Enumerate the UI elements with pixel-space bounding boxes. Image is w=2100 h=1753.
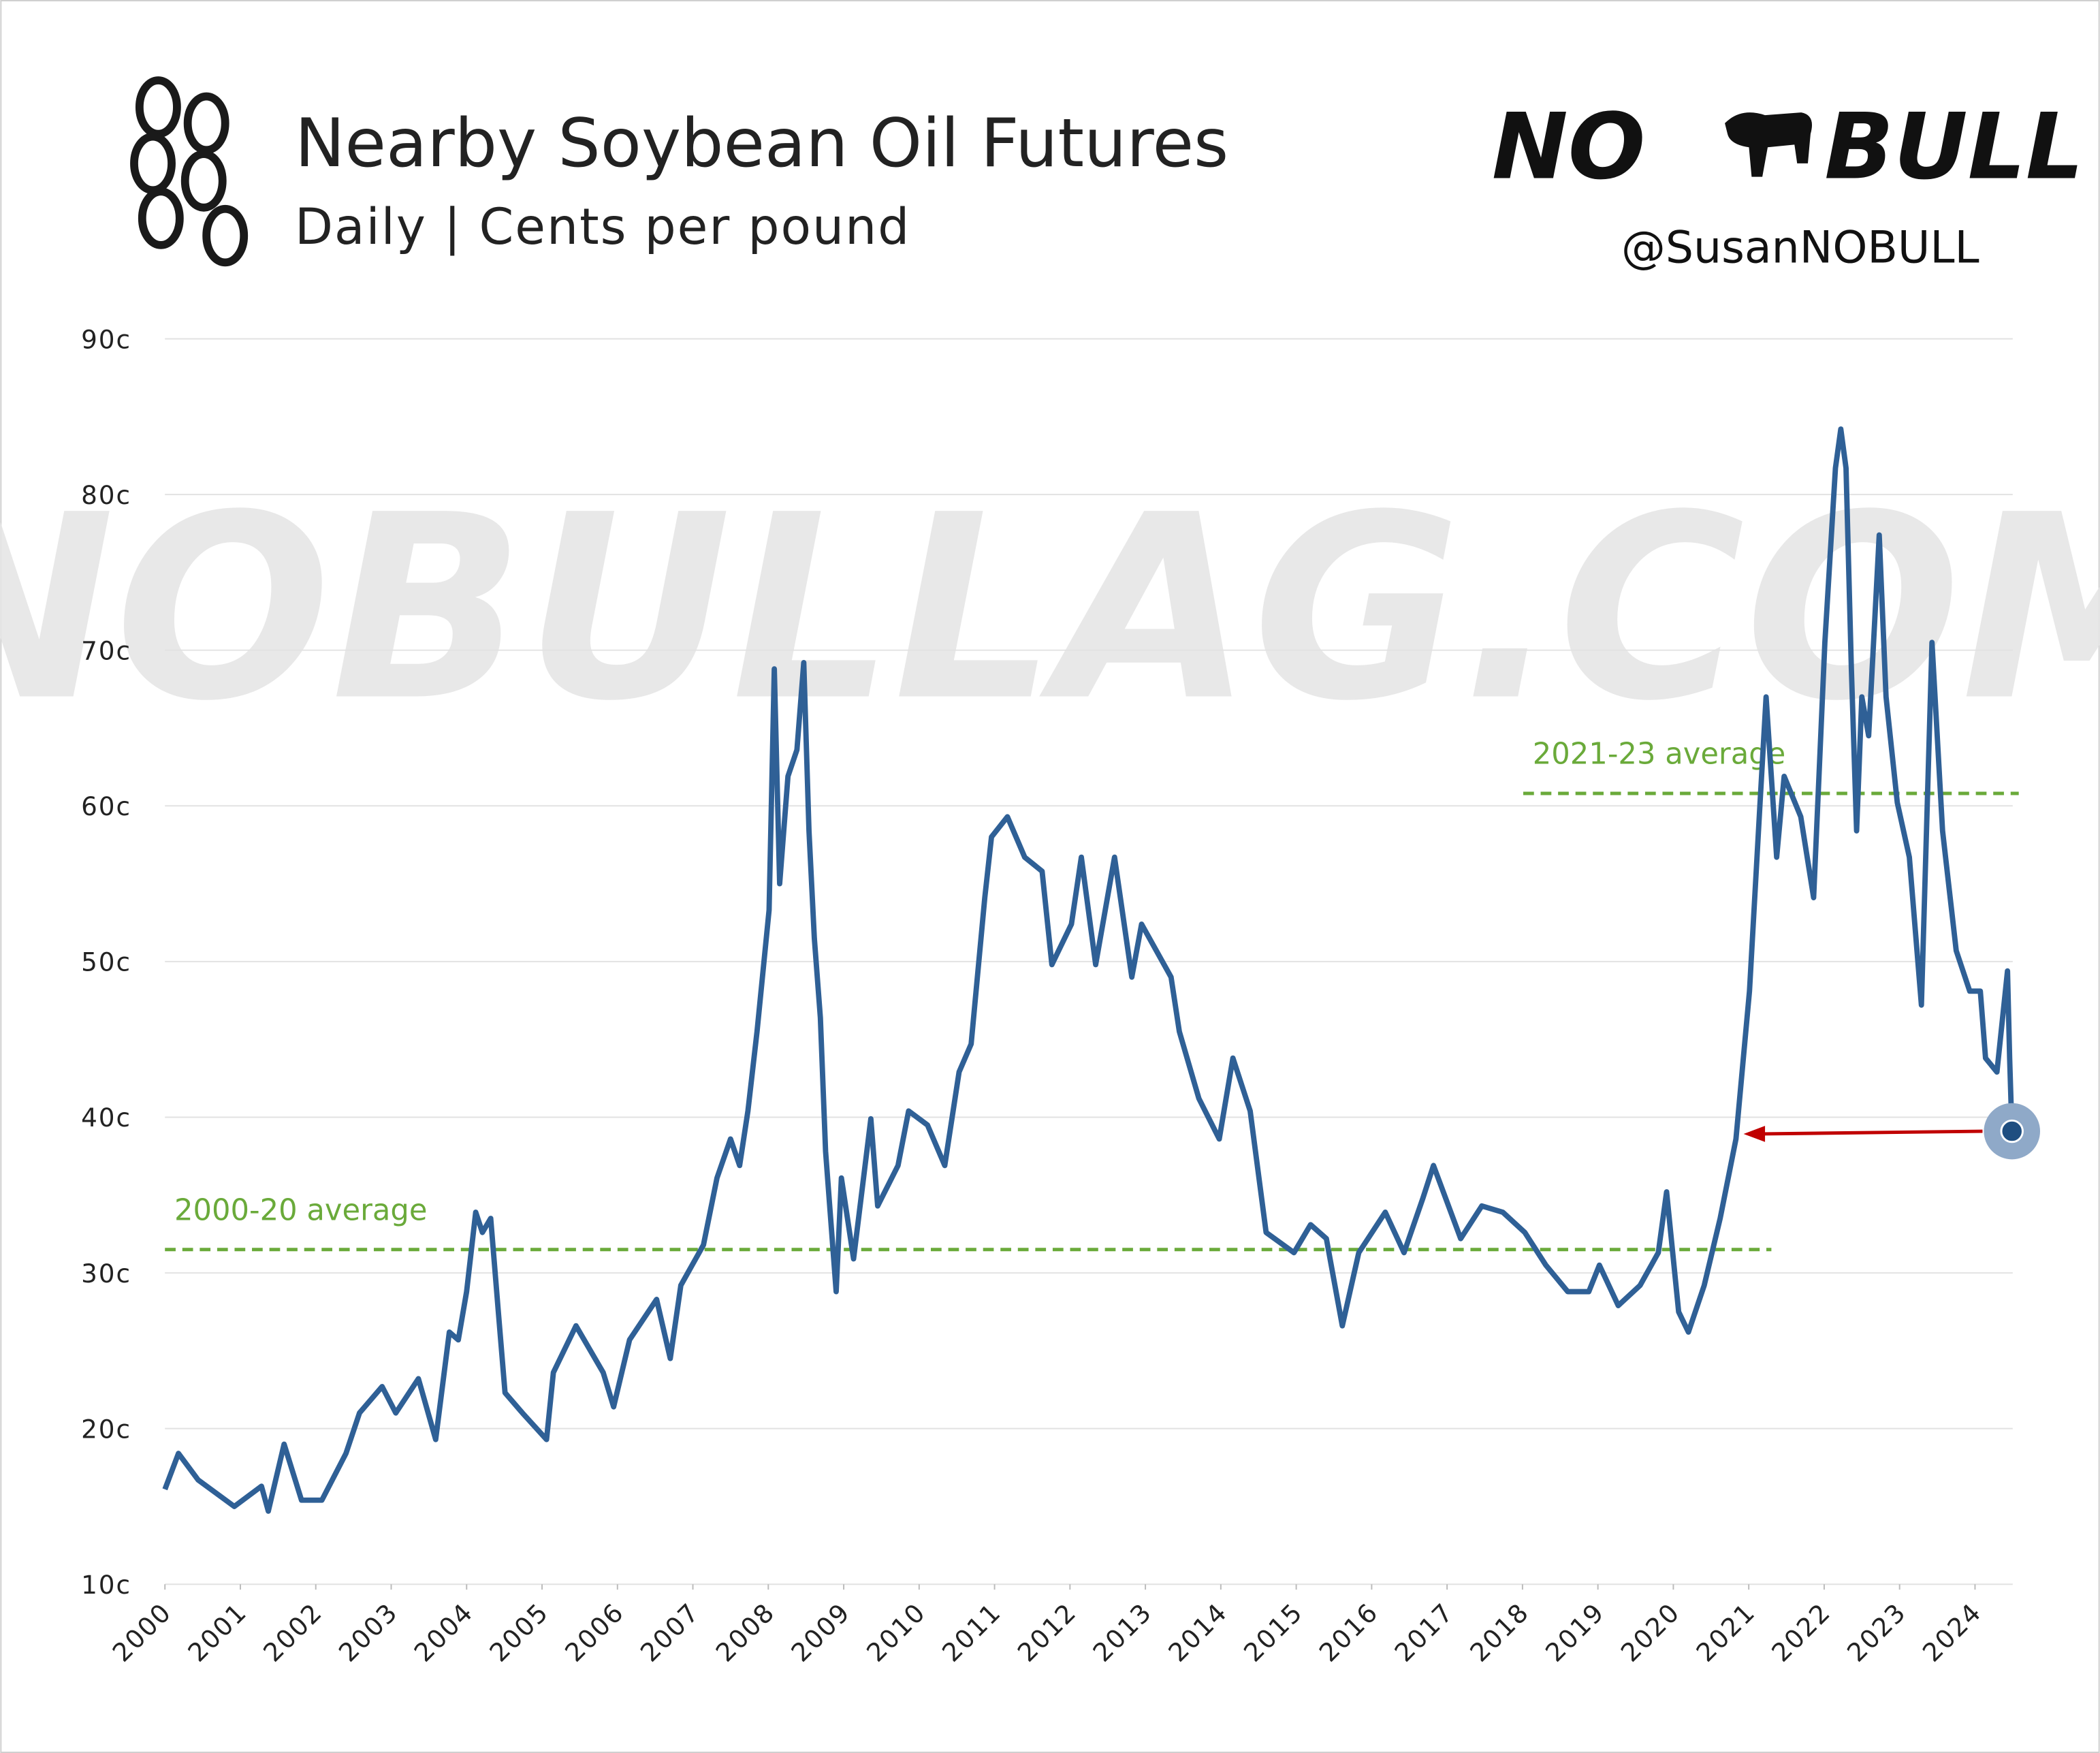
y-tick-label: 50c	[81, 947, 131, 977]
y-tick-label: 70c	[81, 635, 131, 665]
reference-label: 2000-20 average	[174, 1194, 428, 1228]
bull-icon	[1725, 112, 1813, 177]
y-tick-label: 80c	[81, 480, 131, 510]
last-point	[2000, 1119, 2024, 1143]
arrow-head	[1743, 1126, 1766, 1142]
soybean-icon	[130, 76, 249, 267]
arrow-line	[1762, 1129, 1983, 1136]
y-tick-label: 20c	[81, 1414, 131, 1444]
y-tick-label: 40c	[81, 1103, 131, 1133]
handle: @SusanNOBULL	[1621, 222, 1979, 273]
chart-title: Nearby Soybean Oil Futures	[295, 105, 1228, 183]
y-tick-label: 90c	[81, 324, 131, 354]
y-tick-label: 60c	[81, 791, 131, 821]
y-tick-label: 30c	[81, 1259, 131, 1289]
reference-label: 2021-23 average	[1533, 738, 1786, 772]
y-tick-label: 10c	[81, 1570, 131, 1600]
watermark: NOBULLAG.COM	[0, 461, 2100, 757]
brand-logo: NO BULL	[1492, 94, 2084, 200]
chart-subtitle: Daily | Cents per pound	[295, 198, 910, 256]
price-line	[162, 426, 2015, 1514]
